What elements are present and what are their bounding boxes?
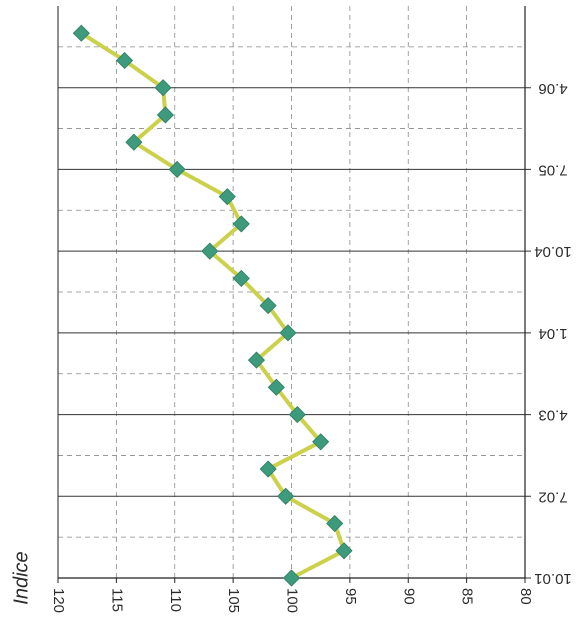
data-point-marker [115,51,134,70]
data-point-marker [232,215,250,233]
category-tick-label: 4.03 [538,407,567,424]
data-point-marker [168,160,186,178]
data-series [72,24,353,587]
value-tick-label: 85 [459,588,476,605]
data-point-marker [125,133,143,151]
value-tick-label: 105 [225,588,242,613]
category-tick-label: 7.05 [538,161,567,178]
data-point-marker [259,297,277,315]
data-point-marker [247,351,266,369]
value-tick-label: 120 [50,588,67,613]
category-tick-label: 1.04 [538,325,567,342]
value-tick-label: 110 [167,588,184,612]
data-point-marker [72,24,90,42]
data-point-marker [201,242,219,260]
value-tick-label: 80 [517,588,534,605]
value-tick-label: 90 [400,588,417,605]
data-point-marker [218,188,236,206]
data-point-marker [279,324,297,342]
data-point-marker [259,460,277,478]
data-point-marker [267,378,285,396]
data-point-marker [288,406,306,424]
grid-lines [57,6,531,579]
category-tick-label: 10.04 [534,243,572,260]
category-tick-label: 4.06 [538,80,567,97]
data-point-marker [232,269,250,287]
data-point-marker [277,487,295,505]
value-tick-label: 100 [284,588,301,613]
data-point-marker [326,514,344,533]
value-tick-label: 115 [108,588,125,612]
data-point-marker [156,106,174,124]
category-tick-label: 10.01 [534,570,572,587]
data-point-marker [282,569,301,587]
category-tick-label: 7.02 [538,488,567,505]
data-point-marker [312,433,330,451]
value-tick-label: 95 [342,588,359,605]
data-point-marker [335,542,353,560]
data-point-marker [154,79,172,97]
